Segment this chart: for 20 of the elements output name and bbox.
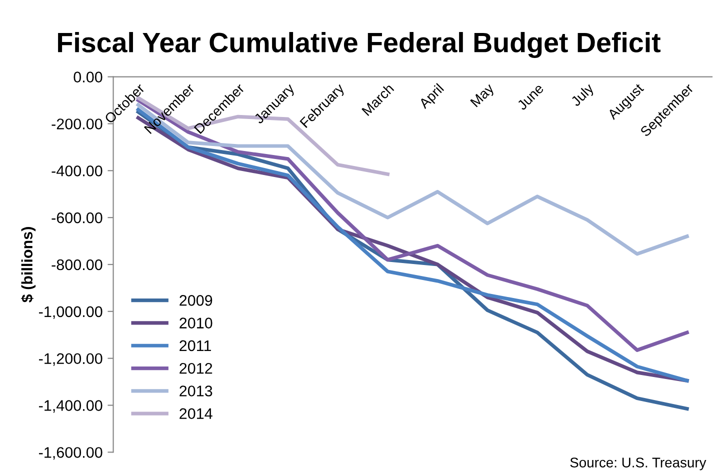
chart-title: Fiscal Year Cumulative Federal Budget Deficit	[58, 32, 661, 58]
y-tick-label: -1,200.00	[38, 353, 102, 366]
legend-label: 2010	[180, 318, 212, 328]
source-note: Source: U.S. Treasury	[570, 458, 706, 470]
y-tick-label: -1,600.00	[38, 447, 102, 460]
x-tick-label: July	[570, 82, 596, 109]
y-axis-title: $ (billions)	[21, 227, 36, 302]
y-tick-label: -400.00	[52, 166, 102, 176]
y-tick-label: -800.00	[52, 259, 102, 270]
legend-label: 2013	[180, 386, 212, 396]
legend-label: 2012	[180, 362, 212, 374]
legend-label: 2014	[180, 408, 212, 420]
y-tick-label: 0.00	[74, 72, 102, 82]
legend-label: 2009	[180, 295, 212, 306]
y-tick-label: -200.00	[52, 118, 102, 130]
x-tick-label: May	[470, 82, 497, 110]
y-tick-label: -1,400.00	[38, 400, 102, 413]
legend-label: 2011	[180, 340, 211, 352]
y-tick-label: -600.00	[52, 212, 102, 224]
y-tick-label: -1,000.00	[38, 306, 102, 319]
